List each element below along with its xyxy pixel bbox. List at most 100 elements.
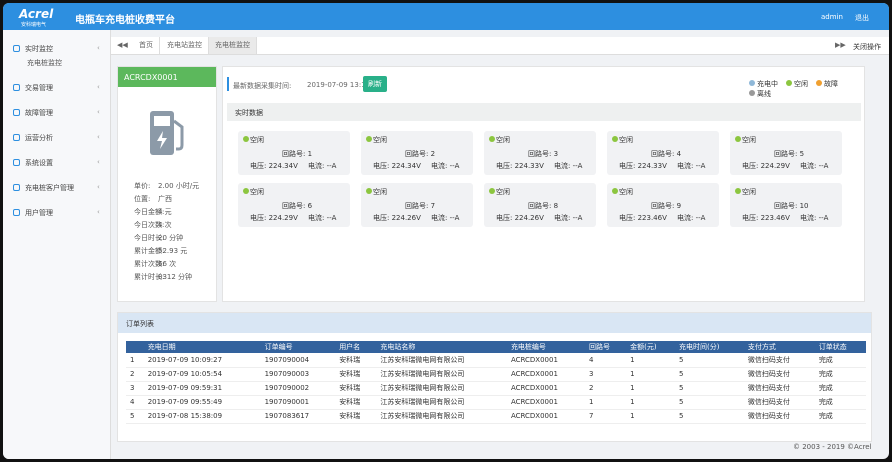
order-row: 3 2019-07-09 09:59:31 1907090002 安科瑞 江苏安科瑞微电… (126, 381, 866, 396)
cell: 5 (675, 395, 744, 410)
legend-label: 故障 (824, 80, 838, 88)
order-row: 2 2019-07-09 10:05:54 1907090003 安科瑞 江苏安科瑞微电… (126, 367, 866, 382)
cell: 2019-07-09 10:05:54 (143, 367, 261, 382)
pile-card: ACRCDX0001 单价: 2.00 小时/元 位置: 广西 今日金额:4 元今日次数… (117, 66, 217, 302)
app-title: 电瓶车充电桩收费平台 (75, 15, 175, 26)
info-row: 单价: 2.00 小时/元 (134, 181, 199, 194)
voltage: 电压: 224.34V (373, 162, 421, 170)
menu-item[interactable]: 系统设置 (25, 159, 53, 167)
cell: 1 (626, 395, 676, 410)
legend-item: 空闲 (786, 80, 808, 88)
loop-card: 空闲 回路号: 6 电压: 224.29V 电流: --A (238, 183, 350, 227)
logout[interactable]: 退出 (855, 14, 869, 22)
loop-no: 回路号: 3 (528, 150, 559, 158)
menu-arrow: ‹ (97, 183, 100, 191)
cell: 1907090001 (260, 395, 336, 410)
menu-item[interactable]: 实时监控 (25, 45, 53, 53)
tab[interactable]: 充电桩监控 (209, 37, 257, 54)
cell: 安科瑞 (335, 409, 377, 424)
cell: ACRCDX0001 (506, 353, 585, 368)
menu-arrow: ‹ (97, 158, 100, 166)
cell: 安科瑞 (335, 367, 377, 382)
info-value: 8312 分钟 (158, 273, 193, 281)
cell: 1907090003 (260, 367, 336, 382)
column-header: 充电站名称 (376, 341, 507, 353)
cell: 5 (126, 409, 144, 424)
loop-no: 回路号: 6 (282, 202, 313, 210)
current: 电流: --A (308, 214, 337, 222)
cell: 微信扫码支付 (743, 353, 815, 368)
cell: 1907090004 (260, 353, 336, 368)
menu-item[interactable]: 用户管理 (25, 209, 53, 217)
submenu-item[interactable]: 充电桩监控 (27, 59, 62, 67)
cell: 7 (584, 409, 627, 424)
current: 电流: --A (677, 162, 706, 170)
legend-label: 充电中 (757, 80, 778, 88)
voltage: 电压: 223.46V (742, 214, 790, 222)
cell: 微信扫码支付 (743, 367, 815, 382)
legend-item: 故障 (816, 80, 838, 88)
time-label: 最新数据采集时间: (233, 82, 292, 90)
brand: Acrel (19, 7, 54, 21)
refresh-button[interactable]: 刷新 (363, 76, 387, 92)
current: 电流: --A (800, 214, 829, 222)
cell: 1907090002 (260, 381, 336, 396)
status: 空闲 (742, 188, 756, 196)
loop-no: 回路号: 9 (651, 202, 682, 210)
pile-icon (150, 111, 184, 155)
tab-bar: ◀◀ ▶▶ 关闭操作 首页 充电站监控 充电桩监控 (111, 37, 889, 55)
loop-card: 空闲 回路号: 2 电压: 224.34V 电流: --A (361, 131, 473, 175)
loop-no: 回路号: 10 (774, 202, 809, 210)
cell: 2 (584, 381, 627, 396)
legend-label: 空闲 (794, 80, 808, 88)
close-tabs[interactable]: 关闭操作 (853, 43, 881, 51)
current: 电流: --A (431, 162, 460, 170)
status-dot (735, 136, 741, 142)
loop-no: 回路号: 2 (405, 150, 436, 158)
cell: 1 (626, 353, 676, 368)
cell: ACRCDX0001 (506, 367, 585, 382)
column-header: 充电时间(分) (675, 341, 744, 353)
menu-item[interactable]: 故障管理 (25, 109, 53, 117)
cell: 3 (584, 367, 627, 382)
status: 空闲 (496, 136, 510, 144)
cell: 2019-07-08 15:38:09 (143, 409, 261, 424)
menu-item[interactable]: 充电桩客户管理 (25, 184, 74, 192)
menu-item[interactable]: 运营分析 (25, 134, 53, 142)
legend-dot (786, 80, 792, 86)
legend: 充电中 空闲 故障离线 (749, 79, 864, 99)
menu-item[interactable]: 交易管理 (25, 84, 53, 92)
user[interactable]: admin (821, 13, 843, 21)
app: Acrel 安科瑞电气 电瓶车充电桩收费平台 admin 退出 实时监控 ‹ 充电桩… (3, 3, 889, 459)
legend-dot (816, 80, 822, 86)
footer: © 2003 - 2019 ©Acrel (793, 443, 872, 451)
status: 空闲 (250, 188, 264, 196)
status-dot (612, 188, 618, 194)
legend-item: 充电中 (749, 80, 778, 88)
current: 电流: --A (800, 162, 829, 170)
cell: 完成 (814, 367, 866, 382)
cell: 2 (126, 367, 144, 382)
loop-card: 空闲回路号: 10 电压: 223.46V 电流: --A (730, 183, 842, 227)
tab[interactable]: 充电站监控 (161, 37, 209, 54)
menu-icon (13, 209, 20, 216)
info-row: 累计金额:52.93 元 (134, 246, 199, 259)
cell: 江苏安科瑞微电网有限公司 (376, 409, 507, 424)
info-value: 4 次 (158, 221, 172, 229)
cell: 4 (584, 353, 627, 368)
cell: 完成 (814, 409, 866, 424)
info-row: 位置: 广西 (134, 194, 199, 207)
info-label: 累计次数: (134, 260, 165, 268)
pile-info: 单价: 2.00 小时/元 位置: 广西 今日金额:4 元今日次数:4 次今日时长:20… (134, 181, 199, 285)
brand-sub: 安科瑞电气 (21, 22, 47, 28)
status-dot (489, 136, 495, 142)
pile-name: ACRCDX0001 (124, 73, 178, 82)
legend-item: 离线 (749, 90, 771, 98)
loop-card: 空闲 回路号: 5 电压: 224.29V 电流: --A (730, 131, 842, 175)
loop-card: 空闲 回路号: 8 电压: 224.26V 电流: --A (484, 183, 596, 227)
tab[interactable]: 首页 (133, 37, 160, 54)
cell: 2019-07-09 09:55:49 (143, 395, 261, 410)
cell: 微信扫码支付 (743, 409, 815, 424)
cell: 1907083617 (260, 409, 336, 424)
info-row: 今日金额:4 元 (134, 207, 199, 220)
